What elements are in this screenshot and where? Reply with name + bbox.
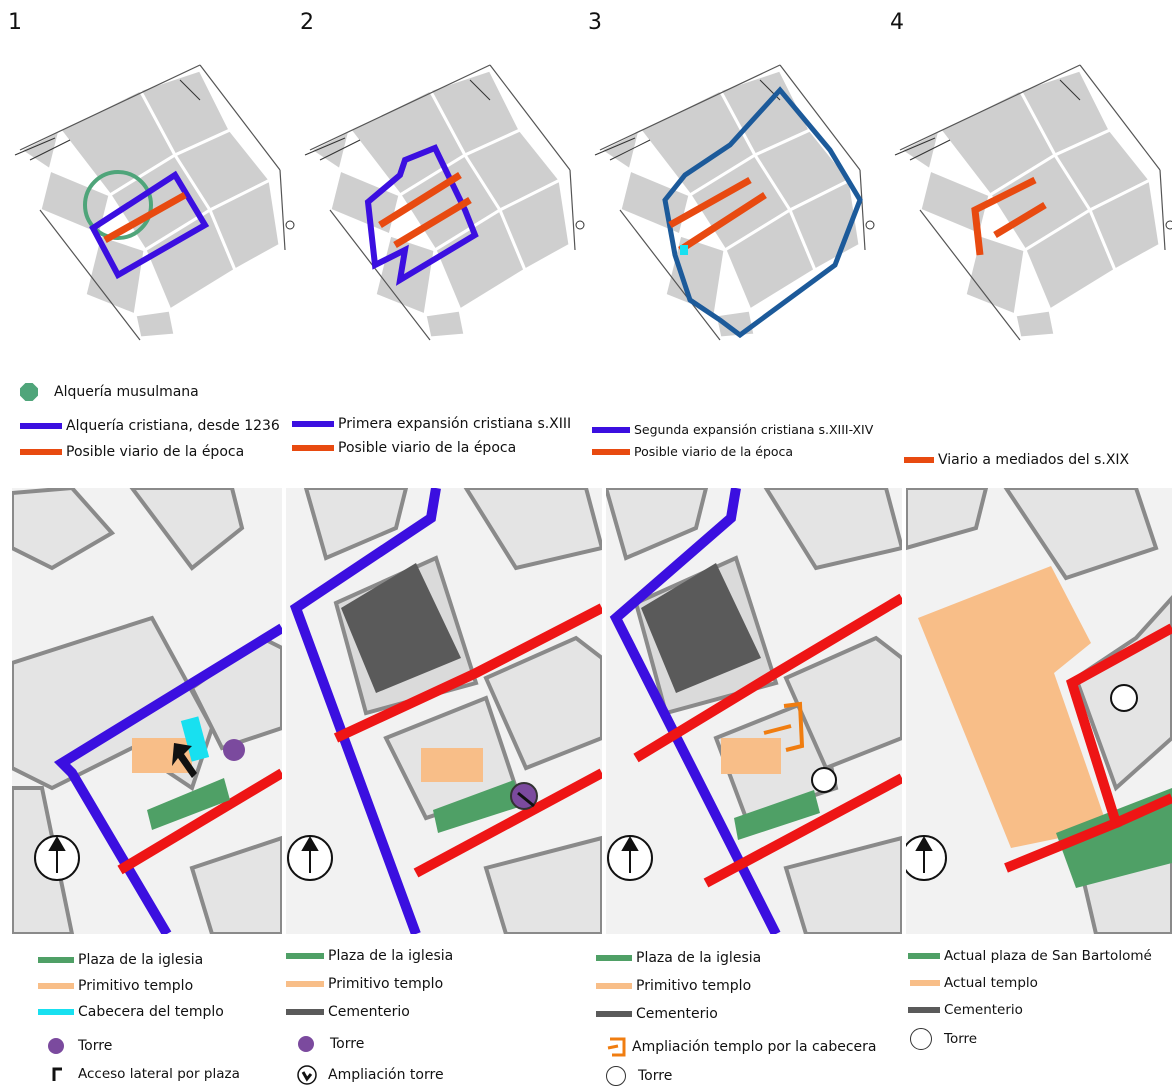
- detail-panel-2: [286, 488, 602, 934]
- line-swatch-icon: [38, 1009, 74, 1015]
- legend-cabecera-1: Cabecera del templo: [38, 1004, 224, 1020]
- legend-torre-2: Torre: [298, 1036, 364, 1052]
- viario-line: [378, 172, 472, 249]
- line-swatch-icon: [20, 423, 62, 429]
- line-swatch-icon: [286, 953, 324, 959]
- detail-panel-1: [12, 488, 282, 934]
- line-swatch-icon: [908, 1007, 940, 1013]
- legend-cementerio-3: Cementerio: [596, 1006, 718, 1022]
- legend-viario-2: Posible viario de la época: [292, 440, 516, 456]
- line-swatch-icon: [20, 449, 62, 455]
- legend-cementerio-4: Cementerio: [908, 1002, 1023, 1018]
- legend-plaza-3: Plaza de la iglesia: [596, 950, 761, 966]
- map-4: [893, 63, 1172, 342]
- legend-plaza-1: Plaza de la iglesia: [38, 952, 203, 968]
- line-swatch-icon: [38, 983, 74, 989]
- detail-map-2: [287, 488, 602, 934]
- map-2: [303, 63, 586, 342]
- detail-panel-3: [606, 488, 902, 934]
- circle-icon: [298, 1036, 314, 1052]
- line-swatch-icon: [592, 426, 630, 433]
- viario-line: [103, 191, 187, 244]
- legend-templo-1: Primitivo templo: [38, 978, 193, 994]
- alqueria-cristiana-outline: [89, 170, 210, 280]
- octagon-icon: [20, 383, 38, 401]
- legend-templo-3: Primitivo templo: [596, 978, 751, 994]
- legend-torre-4: Torre: [910, 1028, 977, 1050]
- legend-plaza-2: Plaza de la iglesia: [286, 948, 453, 964]
- legend-alqueria-musulmana: Alquería musulmana: [20, 383, 199, 401]
- line-swatch-icon: [908, 953, 940, 959]
- torre-dot: [223, 739, 245, 761]
- alqueria-musulmana-circle: [83, 170, 153, 240]
- legend-templo-4: Actual templo: [910, 975, 1038, 991]
- actual-templo-shape: [918, 566, 1108, 848]
- legend-templo-2: Primitivo templo: [286, 976, 443, 992]
- line-swatch-icon: [596, 1011, 632, 1017]
- viario-line: [668, 176, 767, 253]
- legend-segunda-expansion: Segunda expansión cristiana s.XIII-XIV: [592, 422, 873, 437]
- top-maps: [13, 63, 1172, 342]
- line-swatch-icon: [596, 955, 632, 961]
- line-swatch-icon: [286, 981, 324, 987]
- legend-ampliacion-templo-3: Ampliación templo por la cabecera: [606, 1036, 876, 1058]
- legend-viario-4: Viario a mediados del s.XIX: [904, 452, 1129, 468]
- north-arrow-icon: [906, 835, 947, 881]
- line-swatch-icon: [38, 957, 74, 963]
- legend-primera-expansion: Primera expansión cristiana s.XIII: [292, 416, 571, 432]
- line-swatch-icon: [292, 445, 334, 451]
- map-1: [13, 63, 296, 342]
- panel-number-1: 1: [8, 10, 22, 35]
- cementerio-shape: [341, 563, 461, 693]
- line-swatch-icon: [286, 1009, 324, 1015]
- legend-alqueria-cristiana: Alquería cristiana, desde 1236: [20, 418, 280, 434]
- detail-map-1: [12, 488, 282, 934]
- legend-plaza-4: Actual plaza de San Bartolomé: [908, 948, 1152, 964]
- panel-number-2: 2: [300, 10, 314, 35]
- circle-icon: [910, 1028, 932, 1050]
- circle-icon: [48, 1038, 64, 1054]
- circle-arrow-icon: [296, 1064, 318, 1086]
- line-swatch-icon: [596, 983, 632, 989]
- panel-number-3: 3: [588, 10, 602, 35]
- legend-torre-3: Torre: [606, 1066, 672, 1086]
- arrow-icon: [52, 1067, 64, 1081]
- detail-panel-4: [906, 488, 1172, 934]
- line-swatch-icon: [292, 421, 334, 427]
- legend-viario-3: Posible viario de la época: [592, 444, 793, 459]
- line-swatch-icon: [910, 980, 940, 986]
- primera-expansion-outline: [364, 144, 479, 286]
- bracket-icon: [606, 1036, 628, 1058]
- acceso-arrow-icon: [172, 743, 197, 778]
- cabecera-mark: [680, 245, 688, 255]
- plaza-shape: [147, 778, 230, 830]
- legend-viario-1: Posible viario de la época: [20, 444, 244, 460]
- legend-ampliacion-torre-2: Ampliación torre: [296, 1064, 444, 1086]
- detail-map-3: [606, 488, 902, 934]
- legend-acceso-1: Acceso lateral por plaza: [52, 1066, 240, 1082]
- ampliacion-shape: [783, 701, 805, 752]
- viario-line: [971, 176, 1047, 256]
- line-swatch-icon: [592, 448, 630, 455]
- segunda-expansion-outline: [662, 86, 863, 339]
- map-3: [593, 63, 876, 342]
- cabecera-shape: [180, 716, 210, 762]
- legend-torre-1: Torre: [48, 1038, 112, 1054]
- panel-number-4: 4: [890, 10, 904, 35]
- line-swatch-icon: [904, 457, 934, 463]
- legend-cementerio-2: Cementerio: [286, 1004, 410, 1020]
- circle-icon: [606, 1066, 626, 1086]
- detail-map-4: [906, 488, 1172, 934]
